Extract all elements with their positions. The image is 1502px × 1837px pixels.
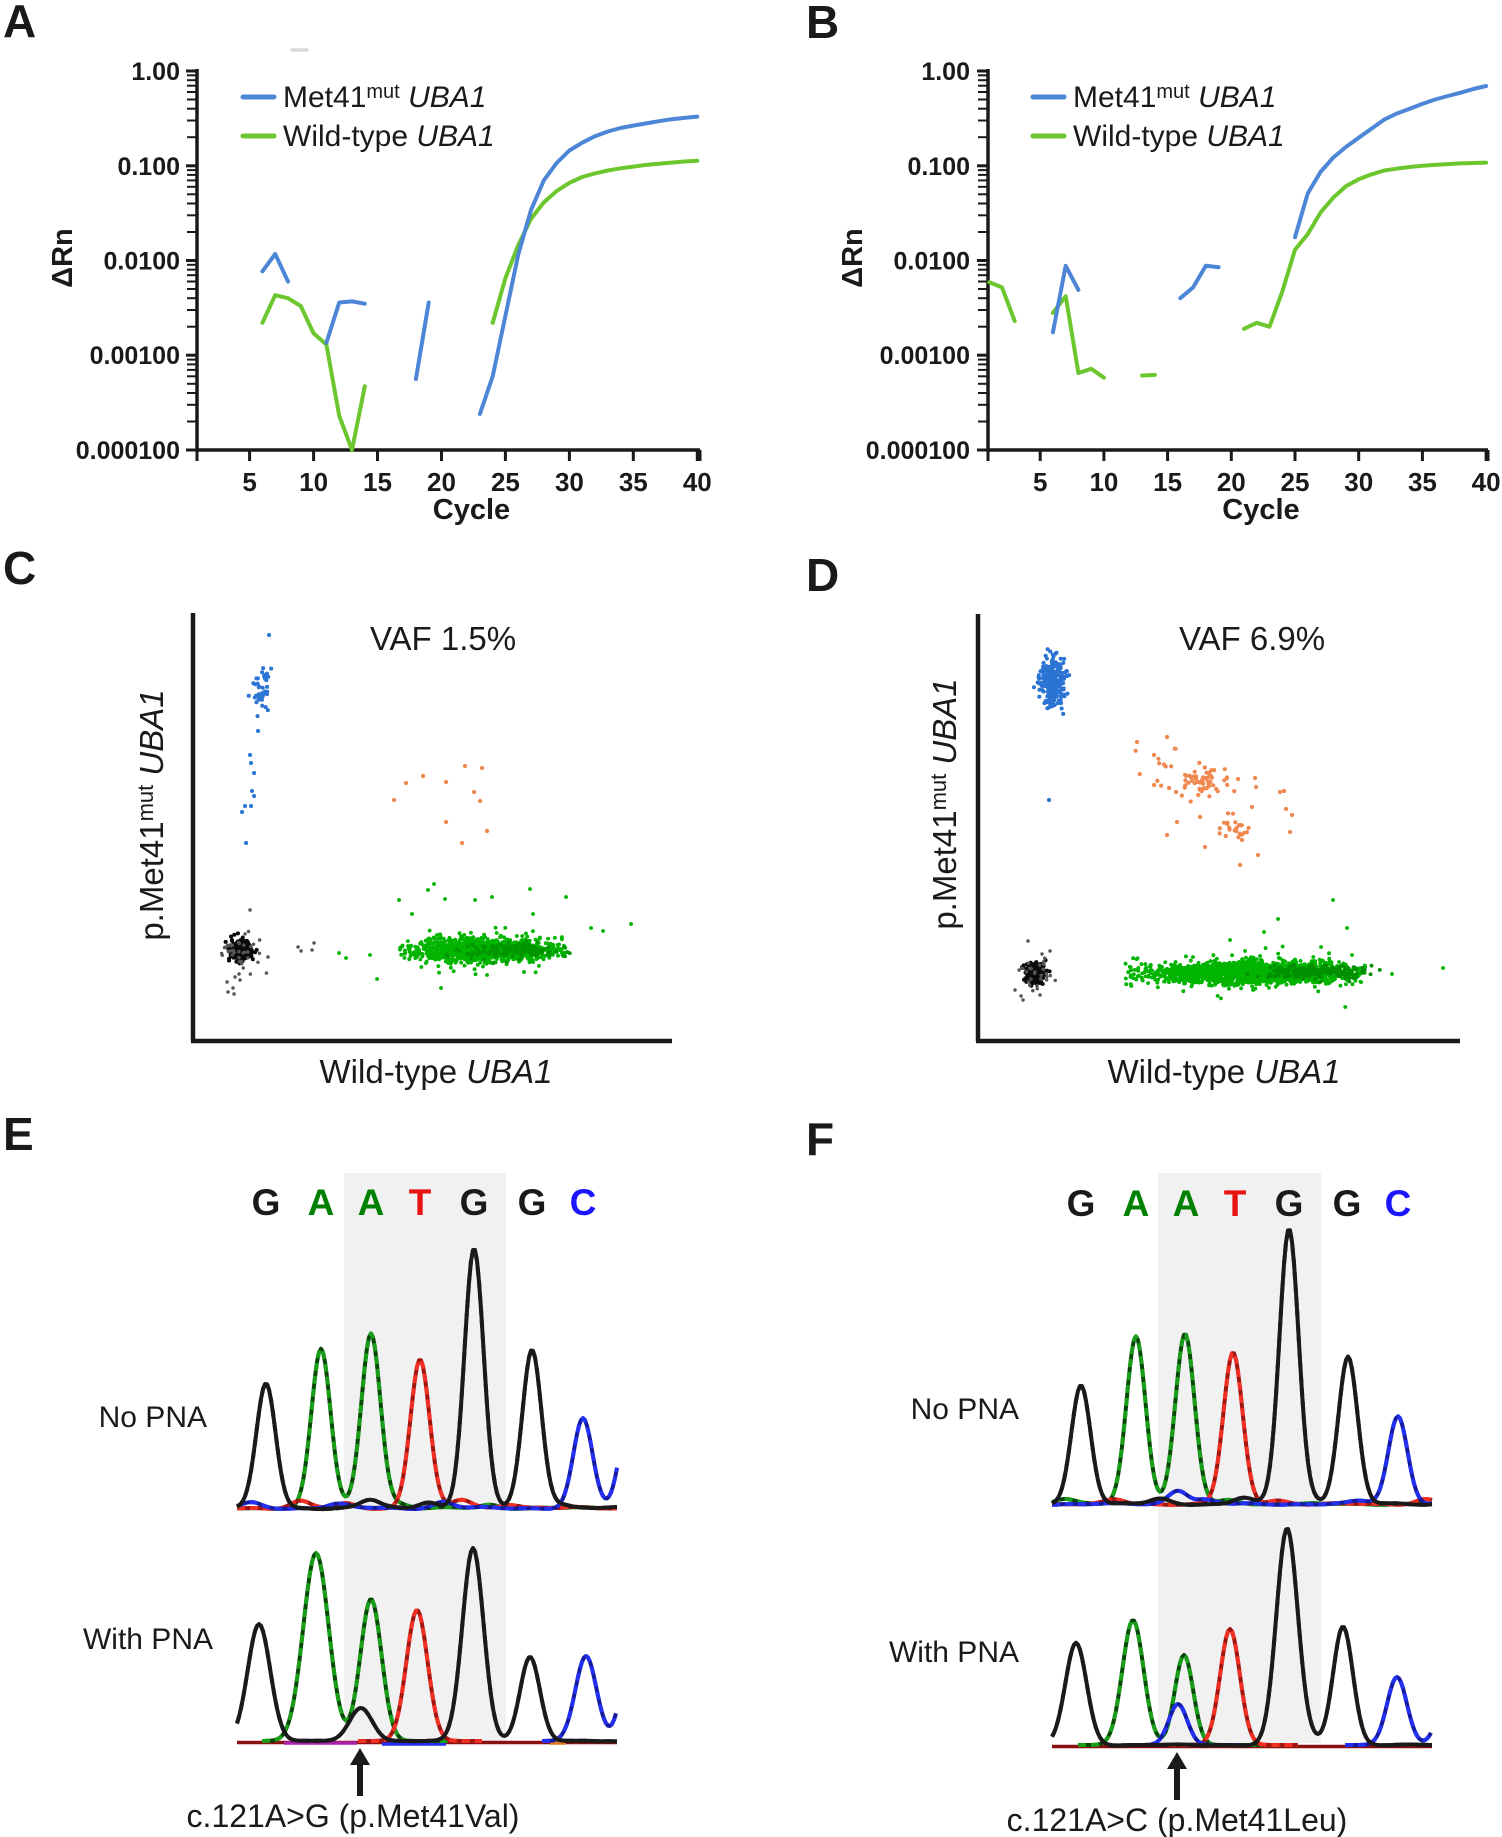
svg-text:1.00: 1.00 [131, 58, 180, 86]
svg-text:Wild-type UBA1: Wild-type UBA1 [320, 1053, 553, 1090]
svg-text:Wild-type UBA1: Wild-type UBA1 [1108, 1053, 1341, 1090]
svg-text:15: 15 [1153, 467, 1182, 497]
svg-text:G: G [1275, 1183, 1304, 1224]
svg-text:Cycle: Cycle [433, 494, 510, 526]
svg-text:25: 25 [1281, 467, 1310, 497]
svg-text:35: 35 [1408, 467, 1437, 497]
svg-text:Met41mut UBA1: Met41mut UBA1 [1073, 81, 1276, 114]
svg-text:A: A [1173, 1183, 1200, 1224]
svg-text:40: 40 [683, 467, 712, 497]
svg-text:1.00: 1.00 [921, 58, 970, 86]
svg-text:ΔRn: ΔRn [47, 228, 79, 288]
svg-text:A: A [358, 1182, 385, 1223]
svg-text:G: G [1067, 1183, 1096, 1224]
svg-text:No PNA: No PNA [911, 1393, 1019, 1426]
svg-text:20: 20 [427, 467, 456, 497]
svg-text:C: C [1385, 1183, 1412, 1224]
svg-text:Cycle: Cycle [1222, 494, 1299, 526]
svg-text:With PNA: With PNA [83, 1623, 213, 1656]
svg-text:G: G [460, 1182, 489, 1223]
svg-text:A: A [3, 0, 36, 47]
svg-text:C: C [570, 1182, 597, 1223]
svg-text:5: 5 [1033, 467, 1047, 497]
svg-text:F: F [806, 1113, 834, 1165]
svg-text:5: 5 [242, 467, 256, 497]
svg-text:G: G [1333, 1183, 1362, 1224]
svg-text:A: A [1123, 1183, 1150, 1224]
svg-text:0.000100: 0.000100 [76, 437, 180, 465]
svg-text:20: 20 [1217, 467, 1246, 497]
svg-text:c.121A>C (p.Met41Leu): c.121A>C (p.Met41Leu) [1007, 1802, 1348, 1837]
svg-text:0.00100: 0.00100 [90, 342, 180, 370]
svg-text:T: T [409, 1182, 432, 1223]
svg-text:0.00100: 0.00100 [880, 342, 970, 370]
svg-text:0.0100: 0.0100 [894, 248, 970, 276]
svg-text:10: 10 [299, 467, 328, 497]
svg-text:40: 40 [1472, 467, 1501, 497]
svg-text:VAF 6.9%: VAF 6.9% [1179, 620, 1325, 657]
svg-text:Wild-type UBA1: Wild-type UBA1 [1073, 120, 1285, 153]
svg-text:ΔRn: ΔRn [837, 228, 869, 288]
svg-text:VAF 1.5%: VAF 1.5% [370, 620, 516, 657]
svg-text:Met41mut UBA1: Met41mut UBA1 [283, 81, 486, 114]
svg-text:p.Met41mut UBA1: p.Met41mut UBA1 [926, 678, 963, 929]
svg-text:0.100: 0.100 [117, 153, 180, 181]
svg-text:c.121A>G (p.Met41Val): c.121A>G (p.Met41Val) [187, 1798, 520, 1834]
svg-text:30: 30 [1344, 467, 1373, 497]
svg-text:p.Met41mut UBA1: p.Met41mut UBA1 [133, 689, 170, 940]
svg-text:D: D [806, 549, 839, 601]
svg-text:E: E [3, 1108, 34, 1160]
svg-text:30: 30 [555, 467, 584, 497]
svg-text:A: A [308, 1182, 335, 1223]
svg-text:With PNA: With PNA [889, 1636, 1019, 1669]
svg-text:No PNA: No PNA [99, 1401, 207, 1434]
svg-text:G: G [252, 1182, 281, 1223]
svg-text:0.100: 0.100 [907, 153, 970, 181]
svg-text:C: C [3, 542, 36, 594]
svg-text:T: T [1224, 1183, 1247, 1224]
svg-text:Wild-type UBA1: Wild-type UBA1 [283, 120, 495, 153]
svg-text:0.000100: 0.000100 [866, 437, 970, 465]
svg-text:10: 10 [1089, 467, 1118, 497]
svg-text:35: 35 [619, 467, 648, 497]
svg-text:15: 15 [363, 467, 392, 497]
svg-text:25: 25 [491, 467, 520, 497]
svg-text:0.0100: 0.0100 [104, 248, 180, 276]
svg-text:G: G [518, 1182, 547, 1223]
svg-text:B: B [806, 0, 839, 48]
